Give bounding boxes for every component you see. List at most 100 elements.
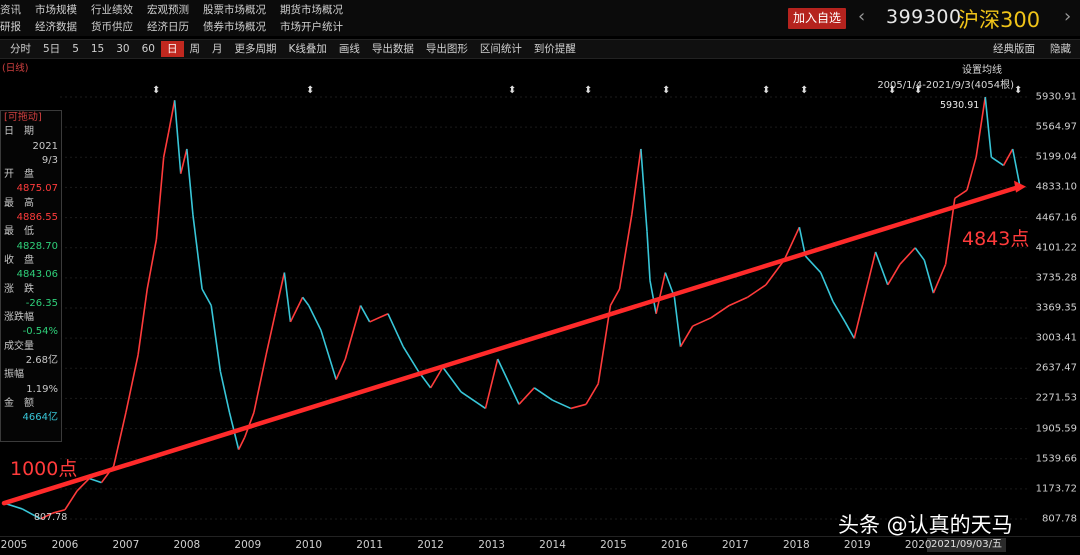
price-segment-46 xyxy=(496,358,520,405)
event-marker-icon[interactable]: ⬍ xyxy=(800,85,809,96)
toolbar-item-1[interactable]: 5日 xyxy=(43,43,61,55)
toolbar-item-6[interactable]: 日 xyxy=(161,41,184,57)
price-chart[interactable] xyxy=(0,60,1030,536)
nav-item-row1-1[interactable]: 市场规模 xyxy=(35,4,77,16)
low-value: 4828.70 xyxy=(16,240,58,252)
toolbar-item-10[interactable]: K线叠加 xyxy=(288,43,327,55)
toolbar-item-8[interactable]: 月 xyxy=(212,43,223,55)
nav-item-row2-3[interactable]: 经济日历 xyxy=(147,21,189,33)
event-marker-icon[interactable]: ⬍ xyxy=(584,85,593,96)
toolbar-item-15[interactable]: 到价提醒 xyxy=(533,43,576,55)
date-label: 日 期 xyxy=(4,126,34,138)
nav-item-row2-0[interactable]: 研报 xyxy=(0,21,21,33)
price-segment-68 xyxy=(783,226,801,261)
event-marker-icon[interactable]: ⬍ xyxy=(662,85,671,96)
price-segment-40 xyxy=(402,346,420,372)
y-tick-label-3: 4833.10 xyxy=(1035,181,1077,193)
price-segment-50 xyxy=(570,403,587,410)
nav-item-row1-2[interactable]: 行业绩效 xyxy=(91,4,133,16)
x-tick-label-8: 2013 xyxy=(478,539,505,551)
price-segment-55 xyxy=(630,148,642,215)
volume-value: 2.68亿 xyxy=(25,355,58,367)
y-tick-label-1: 5564.97 xyxy=(1035,121,1077,133)
price-segment-85 xyxy=(975,96,987,158)
nav-row-2: 研报 经济数据 货币供应 经济日历 债券市场概况 市场开户统计 xyxy=(0,19,343,34)
toolbar-item-4[interactable]: 30 xyxy=(116,43,130,55)
price-segment-63 xyxy=(692,317,712,327)
price-segment-36 xyxy=(344,305,362,360)
price-segment-64 xyxy=(710,304,730,319)
top-navigation: 资讯 市场规模 行业绩效 宏观预测 股票市场概况 期货市场概况 研报 经济数据 货币供应 经济日… xyxy=(0,0,1080,36)
price-segment-33 xyxy=(308,305,322,331)
toolbar-item-9[interactable]: 更多周期 xyxy=(234,43,277,55)
price-segment-5 xyxy=(52,508,66,514)
event-marker-icon[interactable]: ⬍ xyxy=(914,85,923,96)
toolbar-item-13[interactable]: 导出图形 xyxy=(425,43,468,55)
event-marker-icon[interactable]: ⬍ xyxy=(508,85,517,96)
trend-line[interactable] xyxy=(1,184,1023,506)
price-segment-62 xyxy=(679,325,694,348)
nav-item-row2-5[interactable]: 市场开户统计 xyxy=(280,21,343,33)
nav-item-row1-4[interactable]: 股票市场概况 xyxy=(203,4,266,16)
nav-item-row2-1[interactable]: 经济数据 xyxy=(35,21,77,33)
price-segment-76 xyxy=(874,251,889,286)
date-md: 9/3 xyxy=(41,154,58,166)
trend-arrow-icon xyxy=(1014,180,1026,193)
toolbar-item-12[interactable]: 导出数据 xyxy=(371,43,414,55)
add-watchlist-button[interactable]: 加入自选 xyxy=(788,8,846,29)
price-segment-19 xyxy=(186,148,194,215)
event-marker-icon[interactable]: ⬍ xyxy=(152,85,161,96)
price-segment-11 xyxy=(125,354,139,413)
drag-hint[interactable]: [可拖动] xyxy=(4,112,42,123)
price-segment-83 xyxy=(954,189,968,200)
y-axis: 5930.91 5564.97 5199.04 4833.10 4467.16 4101.… xyxy=(1030,66,1080,536)
max-price-label: 5930.91 xyxy=(940,100,980,111)
nav-item-row1-5[interactable]: 期货市场概况 xyxy=(280,4,343,16)
toolbar-item-3[interactable]: 15 xyxy=(90,43,105,55)
set-ma-button[interactable]: 设置均线 xyxy=(962,65,1002,76)
toolbar-item-2[interactable]: 5 xyxy=(72,43,79,55)
change-label: 涨 跌 xyxy=(4,283,34,295)
toolbar-item-14[interactable]: 区间统计 xyxy=(479,43,522,55)
price-segment-87 xyxy=(990,156,1004,167)
stock-code: 399300 xyxy=(886,6,962,28)
price-segment-72 xyxy=(832,300,846,323)
nav-item-row1-3[interactable]: 宏观预测 xyxy=(147,4,189,16)
x-tick-label-3: 2008 xyxy=(173,539,201,551)
x-tick-label-7: 2012 xyxy=(417,539,444,551)
event-marker-icon[interactable]: ⬍ xyxy=(306,85,315,96)
hide-button[interactable]: 隐藏 xyxy=(1050,43,1071,55)
price-segment-31 xyxy=(289,296,304,323)
price-segment-47 xyxy=(518,387,535,405)
toolbar-item-7[interactable]: 周 xyxy=(189,43,201,55)
chevron-left-icon[interactable]: ‹ xyxy=(858,6,866,27)
price-segment-56 xyxy=(640,148,648,232)
stock-name: 沪深300 xyxy=(958,8,1041,32)
price-segment-12 xyxy=(137,288,149,356)
price-segment-10 xyxy=(112,412,127,467)
toolbar-item-5[interactable]: 60 xyxy=(141,43,155,55)
event-marker-icon[interactable]: ⬍ xyxy=(888,85,897,96)
event-marker-icon[interactable]: ⬍ xyxy=(1014,85,1023,96)
price-segment-17 xyxy=(173,100,182,174)
pct-label: 涨跌幅 xyxy=(4,312,34,324)
chevron-right-icon[interactable]: › xyxy=(1064,6,1072,27)
x-tick-label-15: 2020 xyxy=(904,539,932,551)
nav-item-row2-2[interactable]: 货币供应 xyxy=(91,21,133,33)
price-segment-78 xyxy=(899,247,916,265)
price-segment-65 xyxy=(728,296,748,307)
quote-info-panel[interactable]: [可拖动] 日 期 2021 9/3 开 盘 4875.07 最 高 4886.… xyxy=(0,110,62,442)
low-label: 最 低 xyxy=(4,226,34,238)
event-marker-icon[interactable]: ⬍ xyxy=(762,85,771,96)
date-year: 2021 xyxy=(32,140,58,152)
nav-item-row1-0[interactable]: 资讯 xyxy=(0,4,21,16)
toolbar-item-0[interactable]: 分时 xyxy=(10,43,31,55)
y-tick-label-8: 3003.41 xyxy=(1035,332,1077,344)
classic-layout-button[interactable]: 经典版面 xyxy=(993,43,1035,55)
price-segment-59 xyxy=(655,272,667,314)
amount-label: 金 额 xyxy=(4,397,34,409)
toolbar-item-11[interactable]: 画线 xyxy=(338,43,360,55)
nav-item-row2-4[interactable]: 债券市场概况 xyxy=(203,21,266,33)
volume-label: 成交量 xyxy=(4,340,34,352)
toolbar-items: 分时 5日 5 15 30 60 日周月更多周期 K线叠加 画线 导出数据 导出图形 区间统计 到价提醒 xyxy=(4,41,582,57)
